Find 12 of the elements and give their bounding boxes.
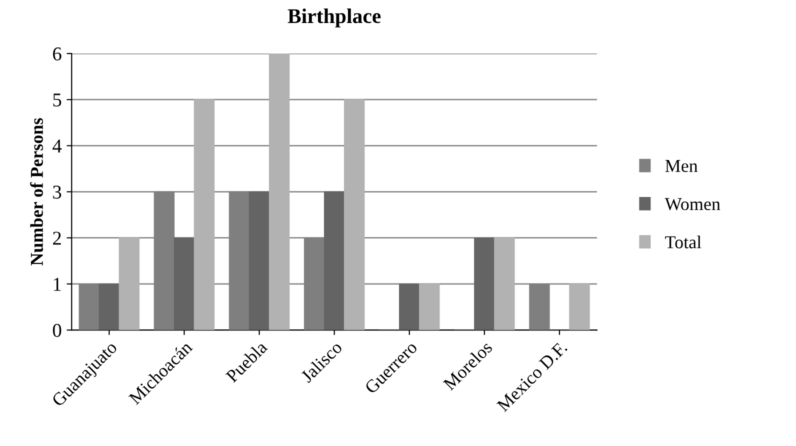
y-tick-label: 0	[52, 324, 62, 337]
legend-label: Men	[665, 160, 698, 172]
y-axis-title: Number of Persons	[30, 118, 44, 266]
legend-label: Total	[665, 236, 702, 248]
y-tick-label: 2	[53, 232, 61, 245]
legend-label: Women	[664, 198, 720, 210]
chart-title: Birthplace	[288, 8, 381, 28]
y-tick-label: 4	[52, 140, 62, 152]
y-tick-label: 1	[54, 278, 61, 291]
y-tick-label: 6	[53, 47, 62, 60]
y-tick-label: 5	[53, 94, 62, 107]
y-tick-label: 3	[53, 186, 62, 199]
